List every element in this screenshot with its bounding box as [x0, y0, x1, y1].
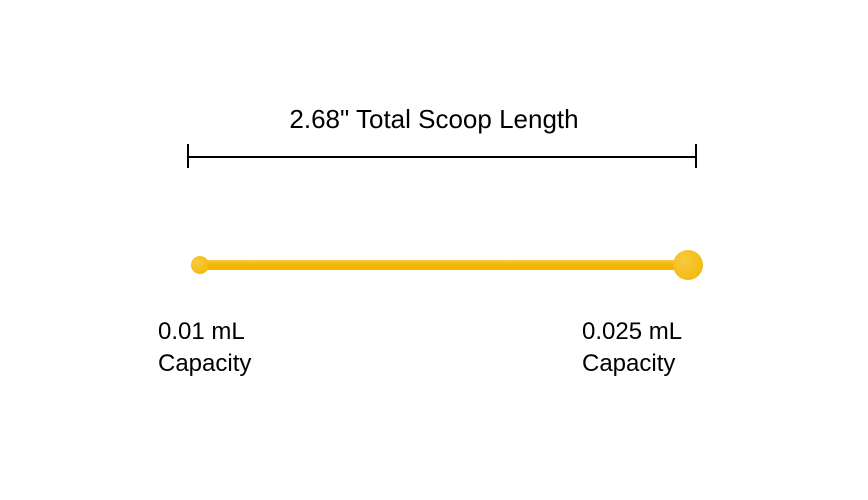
bracket-tick-left — [187, 144, 189, 168]
right-capacity-value: 0.025 mL — [582, 316, 682, 348]
bracket-horizontal — [187, 156, 697, 158]
right-capacity-word: Capacity — [582, 348, 682, 380]
bracket-tick-right — [695, 144, 697, 168]
scoop-large-end — [673, 250, 703, 280]
total-length-label: 2.68" Total Scoop Length — [0, 104, 868, 135]
left-capacity-value: 0.01 mL — [158, 316, 251, 348]
left-capacity-word: Capacity — [158, 348, 251, 380]
scoop-small-end — [191, 256, 209, 274]
scoop-handle — [200, 260, 680, 270]
diagram-container: 2.68" Total Scoop Length 0.01 mL Capacit… — [0, 0, 868, 500]
left-capacity-label: 0.01 mL Capacity — [158, 316, 251, 381]
right-capacity-label: 0.025 mL Capacity — [582, 316, 682, 381]
